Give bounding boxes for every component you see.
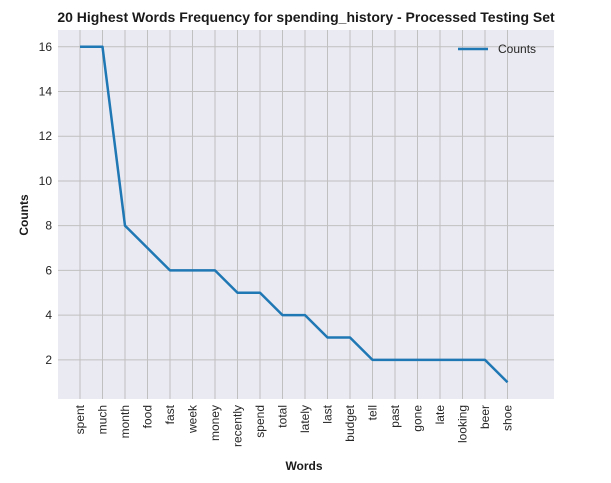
- y-tick-label: 10: [39, 174, 53, 188]
- x-tick-label: beer: [478, 405, 492, 429]
- y-tick-label: 16: [39, 40, 53, 54]
- x-tick-label: late: [433, 405, 447, 425]
- plot-area: [58, 30, 554, 399]
- y-tick-label: 6: [45, 263, 52, 277]
- x-tick-label: total: [276, 405, 290, 428]
- y-axis-ticks: 2 4 6 8 10 12 14 16: [39, 40, 53, 367]
- x-tick-label: money: [208, 405, 222, 441]
- y-axis-label: Counts: [17, 194, 31, 236]
- x-tick-label: budget: [343, 404, 357, 441]
- x-tick-label: month: [118, 405, 132, 438]
- x-tick-label: looking: [456, 405, 470, 443]
- x-tick-label: shoe: [501, 405, 515, 431]
- x-tick-label: gone: [411, 405, 425, 432]
- y-tick-label: 12: [39, 129, 53, 143]
- x-axis-label: Words: [285, 459, 322, 473]
- series-layer: [79, 45, 509, 384]
- x-tick-label: tell: [366, 405, 380, 420]
- x-tick-label: past: [388, 404, 402, 427]
- series-line-counts: [80, 45, 509, 384]
- x-tick-label: fast: [163, 404, 177, 424]
- x-tick-label: last: [321, 404, 335, 423]
- legend-entry-counts: Counts: [498, 42, 536, 56]
- y-tick-label: 4: [45, 308, 52, 322]
- x-tick-label: lately: [298, 405, 312, 433]
- chart-title: 20 Highest Words Frequency for spending_…: [57, 9, 555, 25]
- x-tick-label: much: [96, 405, 110, 434]
- x-tick-label: recently: [231, 405, 245, 447]
- y-tick-label: 2: [45, 353, 52, 367]
- x-tick-label: food: [141, 405, 155, 428]
- x-tick-label: spend: [253, 405, 267, 438]
- y-tick-label: 14: [39, 85, 53, 99]
- y-tick-label: 8: [45, 219, 52, 233]
- x-tick-label: spent: [73, 404, 87, 434]
- x-axis-ticks: spent much month food fast week money recently s…: [73, 404, 515, 447]
- legend: Counts: [458, 42, 536, 56]
- x-tick-label: week: [186, 404, 200, 434]
